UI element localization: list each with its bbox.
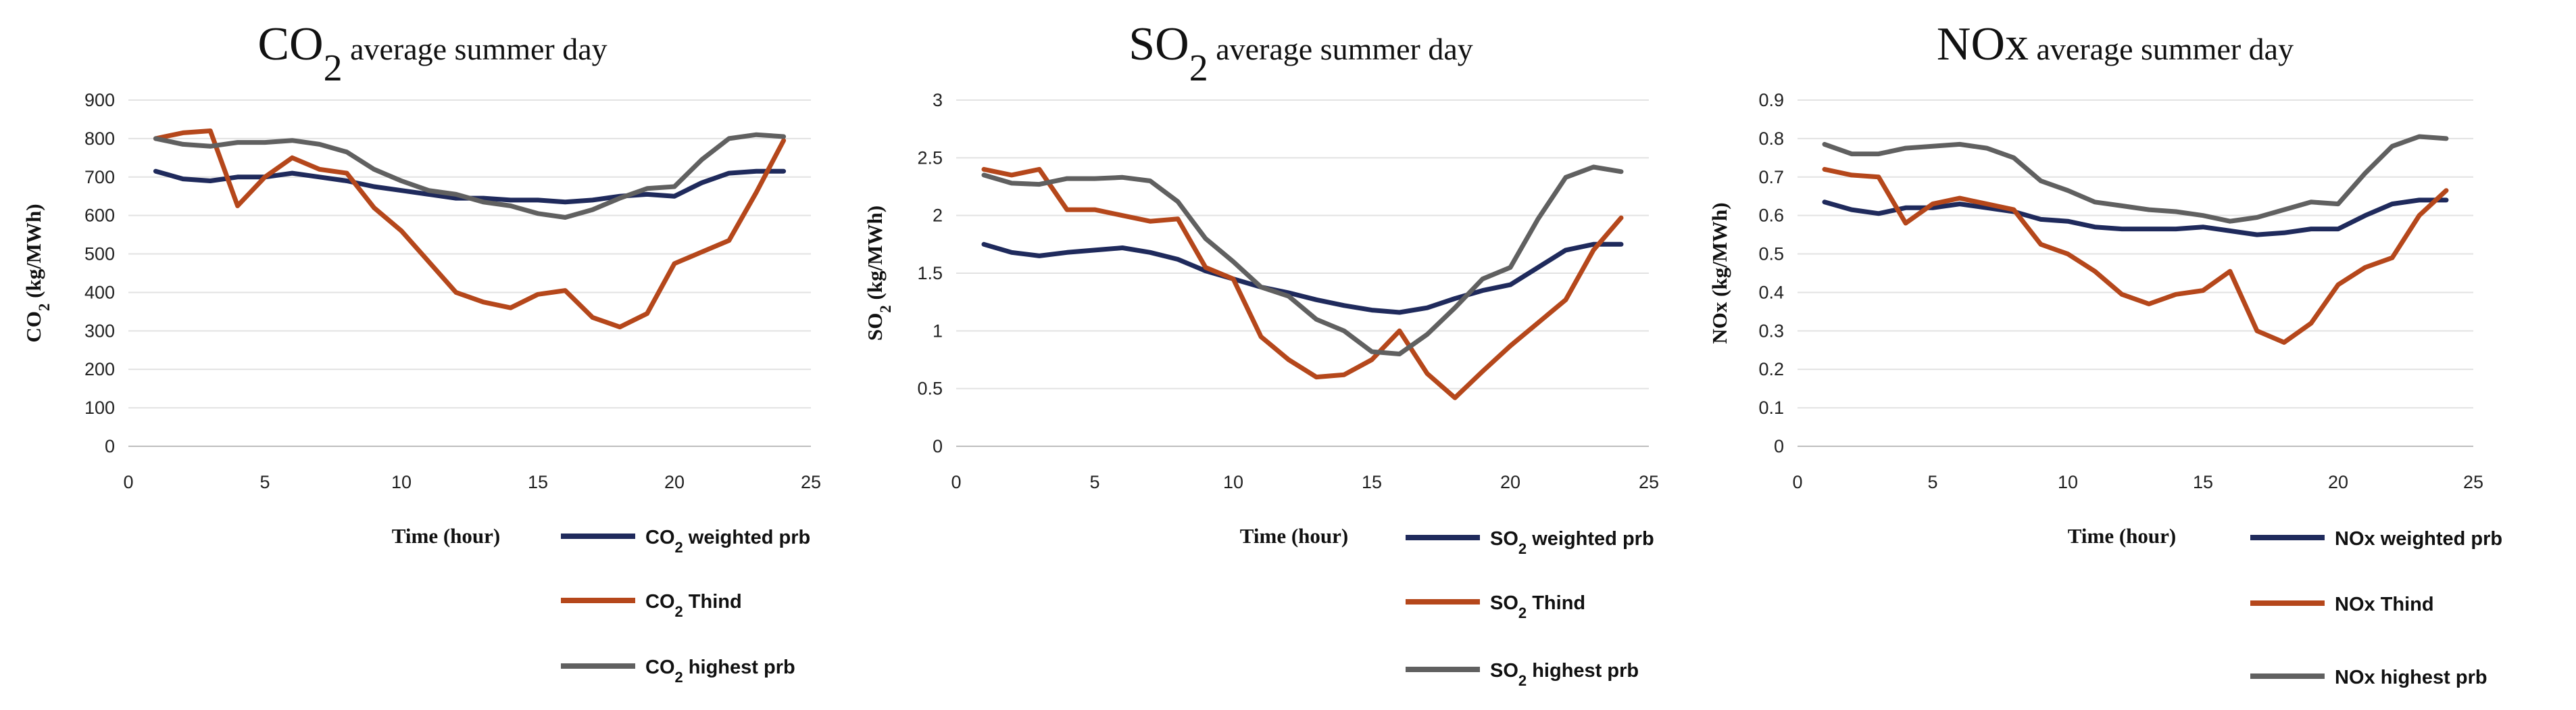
y-axis-label: SO2 (kg/MWh) [863, 206, 894, 341]
y-tick-label: 0.3 [1758, 321, 1784, 341]
x-axis-label: Time (hour) [1240, 524, 1348, 548]
y-tick-label: 0.5 [917, 379, 943, 399]
legend-label: CO2 weighted prb [645, 527, 810, 556]
y-tick-label: 0.2 [1758, 359, 1784, 379]
x-tick-label: 25 [1639, 472, 1659, 492]
series-line-1 [981, 241, 1624, 315]
x-tick-label: 5 [1089, 472, 1099, 492]
legend-label: SO2 highest prb [1490, 660, 1639, 689]
legend-label: SO2 Thind [1490, 592, 1585, 621]
x-tick-label: 0 [123, 472, 133, 492]
chart-panel-2: SO2 average summer day 0 0.5 1 1.5 2 2.5 3 0 5 10 1… [863, 18, 1659, 689]
y-tick-label: 3 [933, 90, 943, 110]
y-tick-label: 0.7 [1758, 167, 1784, 187]
y-tick-label: 400 [84, 282, 115, 302]
series-line-3 [981, 164, 1624, 356]
y-tick-label: 0.9 [1758, 90, 1784, 110]
series-line-2 [981, 166, 1624, 400]
x-tick-label: 15 [528, 472, 548, 492]
chart-panel-3: NOx average summer day 0 0.1 0.2 0.3 0.4 0.5 0.… [1708, 18, 2502, 688]
x-axis-label: Time (hour) [392, 524, 500, 548]
x-tick-label: 20 [1500, 472, 1520, 492]
y-axis-label: NOx (kg/MWh) [1708, 202, 1731, 344]
x-tick-label: 15 [2193, 472, 2213, 492]
x-axis-label: Time (hour) [2068, 524, 2176, 548]
y-tick-label: 200 [84, 359, 115, 379]
y-tick-label: 800 [84, 128, 115, 149]
y-tick-label: 1 [933, 321, 943, 341]
x-tick-label: 0 [1792, 472, 1802, 492]
chart-panel-1: CO2 average summer day010020030040050060… [22, 18, 821, 686]
y-tick-label: 0.4 [1758, 282, 1784, 302]
series-line-3 [1822, 134, 2449, 224]
y-tick-label: 2 [933, 206, 943, 226]
x-tick-label: 5 [259, 472, 270, 492]
x-tick-label: 0 [951, 472, 961, 492]
series-line-3 [153, 132, 787, 220]
x-tick-label: 20 [2328, 472, 2348, 492]
legend-label: CO2 highest prb [645, 657, 795, 686]
x-tick-label: 15 [1362, 472, 1382, 492]
y-tick-label: 900 [84, 90, 115, 110]
x-tick-label: 5 [1927, 472, 1937, 492]
legend-label: SO2 weighted prb [1490, 528, 1654, 557]
y-tick-label: 600 [84, 206, 115, 226]
y-tick-label: 1.5 [917, 263, 943, 283]
chart-title: NOx average summer day [1937, 18, 2294, 70]
x-tick-label: 10 [391, 472, 412, 492]
legend-label: NOx weighted prb [2335, 528, 2502, 550]
legend-label: CO2 Thind [645, 591, 742, 620]
x-tick-label: 25 [2463, 472, 2483, 492]
y-tick-label: 2.5 [917, 147, 943, 168]
y-tick-label: 0 [933, 436, 943, 456]
y-tick-label: 0.1 [1758, 398, 1784, 418]
series-line-2 [153, 128, 787, 330]
chart-title: SO2 average summer day [1129, 18, 1473, 89]
series-line-2 [1822, 166, 2449, 345]
legend-label: NOx Thind [2335, 594, 2434, 615]
y-tick-label: 100 [84, 398, 115, 418]
y-tick-label: 0.5 [1758, 244, 1784, 264]
y-tick-label: 500 [84, 244, 115, 264]
legend-label: NOx highest prb [2335, 667, 2487, 688]
y-tick-label: 700 [84, 167, 115, 187]
y-tick-label: 300 [84, 321, 115, 341]
chart-title: CO2 average summer day [257, 18, 607, 89]
x-tick-label: 25 [801, 472, 821, 492]
y-tick-label: 0.8 [1758, 128, 1784, 149]
y-tick-label: 0 [105, 436, 115, 456]
x-tick-label: 20 [664, 472, 685, 492]
y-tick-label: 0.6 [1758, 206, 1784, 226]
x-tick-label: 10 [2058, 472, 2078, 492]
y-tick-label: 0 [1774, 436, 1784, 456]
x-tick-label: 10 [1223, 472, 1243, 492]
y-axis-label: CO2 (kg/MWh) [22, 204, 53, 342]
